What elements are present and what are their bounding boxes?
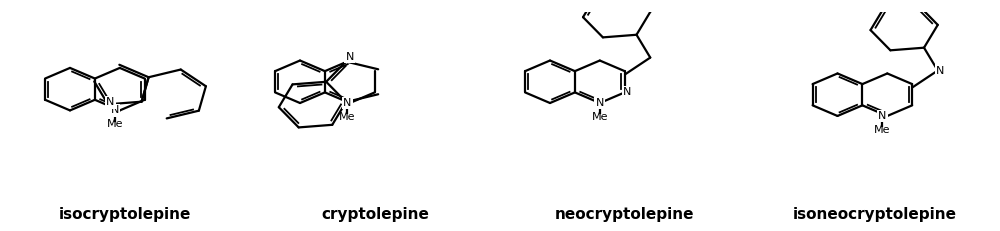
Text: isoneocryptolepine: isoneocryptolepine [793, 207, 957, 222]
Text: N: N [596, 98, 604, 108]
Text: N: N [106, 97, 115, 107]
Text: Me: Me [339, 112, 356, 122]
Text: Me: Me [874, 125, 891, 135]
Text: neocryptolepine: neocryptolepine [555, 207, 695, 222]
Text: N: N [623, 87, 631, 97]
Text: N: N [936, 66, 944, 76]
Text: N: N [346, 52, 354, 62]
Text: N: N [111, 105, 119, 116]
Text: isocryptolepine: isocryptolepine [59, 207, 191, 222]
Text: N: N [343, 98, 351, 108]
Text: cryptolepine: cryptolepine [321, 207, 429, 222]
Text: Me: Me [107, 119, 123, 129]
Text: N: N [878, 111, 886, 121]
Text: Me: Me [592, 112, 608, 122]
